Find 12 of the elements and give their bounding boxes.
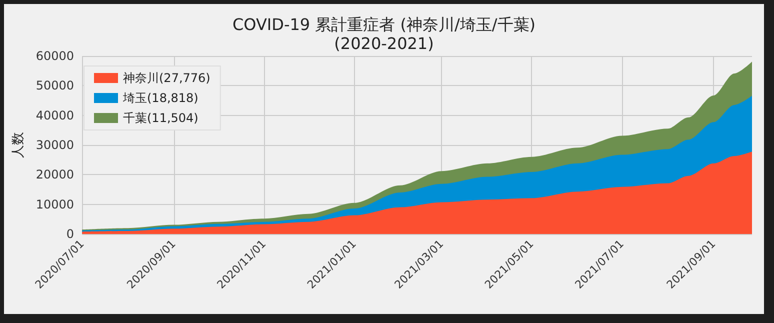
y-tick-label: 0 <box>66 227 74 241</box>
y-tick-label: 60000 <box>36 49 74 63</box>
y-tick-label: 50000 <box>36 78 74 93</box>
y-axis-title: 人数 <box>11 132 26 158</box>
y-tick-label: 40000 <box>36 108 74 122</box>
y-tick-label: 30000 <box>36 138 74 152</box>
y-tick-label: 10000 <box>36 197 74 212</box>
legend-label: 埼玉(18,818) <box>122 91 198 105</box>
chart-title: COVID-19 累計重症者 (神奈川/埼玉/千葉) (2020-2021) <box>232 15 536 53</box>
legend-label: 千葉(11,504) <box>123 111 198 125</box>
legend-label: 神奈川(27,776) <box>123 71 210 85</box>
y-tick-label: 20000 <box>36 168 74 182</box>
